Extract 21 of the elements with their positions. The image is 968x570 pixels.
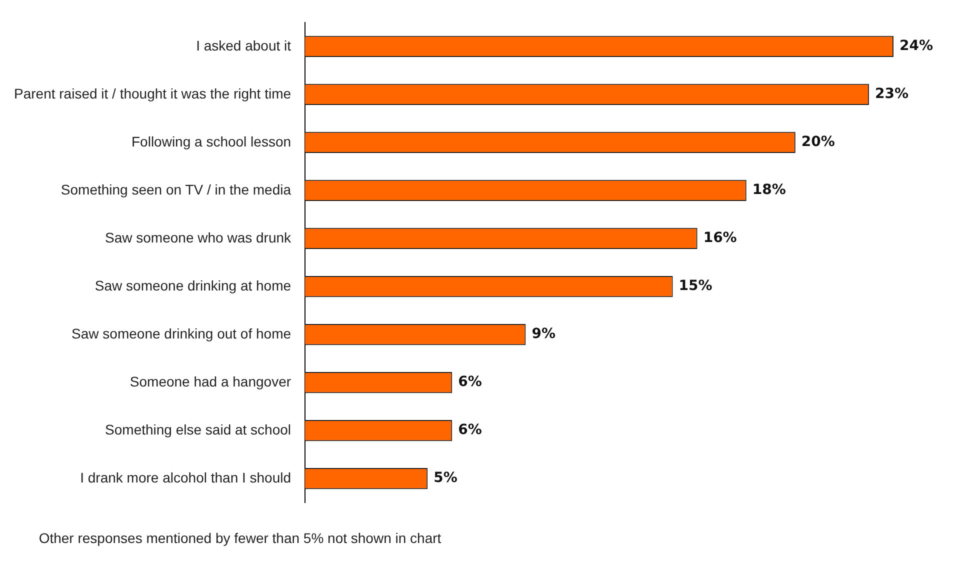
y-tick-label: Parent raised it / thought it was the right time [14, 85, 292, 102]
y-tick-label: Saw someone drinking out of home [72, 325, 292, 342]
data-label: 24% [899, 38, 933, 54]
data-label: 6% [458, 422, 482, 438]
data-label: 5% [434, 470, 458, 486]
data-label: 9% [532, 326, 556, 342]
data-label: 18% [752, 182, 786, 198]
y-tick-label: Following a school lesson [131, 133, 292, 150]
y-tick-label: Saw someone who was drunk [105, 229, 292, 246]
y-tick-label: Something seen on TV / in the media [60, 181, 292, 198]
y-tick-label: I drank more alcohol than I should [80, 469, 292, 486]
y-tick-label: Saw someone drinking at home [94, 277, 292, 294]
text: Other responses mentioned by fewer than 5% not shown in chart [38, 529, 442, 548]
data-label: 23% [874, 86, 908, 102]
y-tick-label: Someone had a hangover [130, 373, 292, 390]
data-label: 20% [801, 134, 835, 150]
y-tick-label: Something else said at school [105, 421, 292, 438]
y-tick-label: I asked about it [196, 37, 292, 54]
data-label: 15% [678, 278, 712, 294]
data-label: 16% [703, 230, 737, 246]
data-label: 6% [458, 374, 482, 390]
